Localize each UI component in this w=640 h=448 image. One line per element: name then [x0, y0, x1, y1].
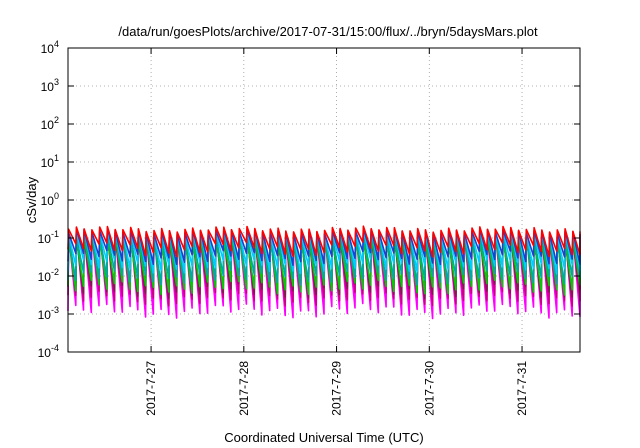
- x-axis-label: Coordinated Universal Time (UTC): [224, 430, 423, 445]
- y-tick-label: 10-3: [38, 305, 59, 322]
- y-tick-label-exponent: -2: [51, 267, 59, 277]
- series-layer: [67, 225, 581, 320]
- y-tick-label-exponent: -1: [51, 229, 59, 239]
- y-tick-label: 101: [41, 153, 59, 170]
- y-axis-label: cSv/day: [24, 176, 39, 223]
- y-tick-label: 102: [41, 115, 59, 132]
- y-tick-label: 104: [41, 39, 59, 56]
- y-tick-label-base: 10: [38, 232, 52, 246]
- y-tick-label-base: 10: [41, 118, 55, 132]
- y-tick-label-exponent: 4: [54, 39, 59, 49]
- y-tick-label-exponent: -4: [51, 343, 59, 353]
- y-tick-label-base: 10: [41, 194, 55, 208]
- y-tick-label-base: 10: [41, 156, 55, 170]
- y-tick-label: 10-2: [38, 267, 59, 284]
- y-tick-label: 103: [41, 77, 59, 94]
- y-tick-label-exponent: 3: [54, 77, 59, 87]
- x-tick-label: 2017-7-30: [422, 361, 436, 416]
- y-tick-label-exponent: 0: [54, 191, 59, 201]
- y-tick-label-base: 10: [38, 346, 52, 360]
- y-tick-label-base: 10: [41, 80, 55, 94]
- y-tick-label-exponent: -3: [51, 305, 59, 315]
- y-tick-label: 100: [41, 191, 59, 208]
- y-tick-label: 10-4: [38, 343, 59, 360]
- x-axis: 2017-7-27 2017-7-28 2017-7-29 2017-7-30 2017…: [144, 48, 529, 416]
- y-tick-label-base: 10: [38, 270, 52, 284]
- y-tick-label: 10-1: [38, 229, 59, 246]
- y-tick-label-base: 10: [41, 42, 55, 56]
- y-tick-label-base: 10: [38, 308, 52, 322]
- x-tick-label: 2017-7-27: [144, 361, 158, 416]
- x-tick-label: 2017-7-31: [515, 361, 529, 416]
- y-tick-label-exponent: 1: [54, 153, 59, 163]
- x-tick-label: 2017-7-29: [330, 361, 344, 416]
- x-tick-label: 2017-7-28: [237, 361, 251, 416]
- series-line: [67, 225, 581, 258]
- y-tick-label-exponent: 2: [54, 115, 59, 125]
- chart-title: /data/run/goesPlots/archive/2017-07-31/1…: [118, 24, 538, 39]
